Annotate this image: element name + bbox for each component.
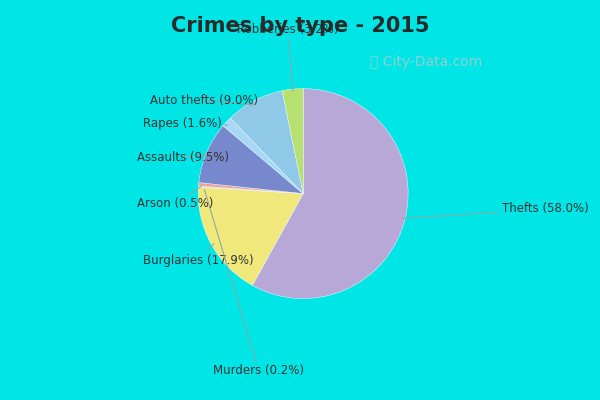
Wedge shape (230, 91, 303, 194)
Text: Murders (0.2%): Murders (0.2%) (205, 190, 304, 377)
Wedge shape (199, 126, 303, 194)
Text: Thefts (58.0%): Thefts (58.0%) (403, 202, 589, 218)
Wedge shape (199, 182, 303, 194)
Wedge shape (198, 187, 303, 285)
Text: Burglaries (17.9%): Burglaries (17.9%) (143, 244, 254, 267)
Wedge shape (223, 118, 303, 194)
Text: Auto thefts (9.0%): Auto thefts (9.0%) (149, 94, 258, 107)
Wedge shape (199, 186, 303, 194)
Wedge shape (252, 89, 408, 298)
Wedge shape (282, 89, 303, 194)
Text: Rapes (1.6%): Rapes (1.6%) (143, 117, 227, 130)
Text: Crimes by type - 2015: Crimes by type - 2015 (171, 16, 429, 36)
Text: Robberies (3.2%): Robberies (3.2%) (237, 23, 338, 92)
Text: Assaults (9.5%): Assaults (9.5%) (137, 151, 229, 164)
Text: ⓘ City-Data.com: ⓘ City-Data.com (370, 55, 482, 69)
Text: Arson (0.5%): Arson (0.5%) (137, 186, 213, 210)
